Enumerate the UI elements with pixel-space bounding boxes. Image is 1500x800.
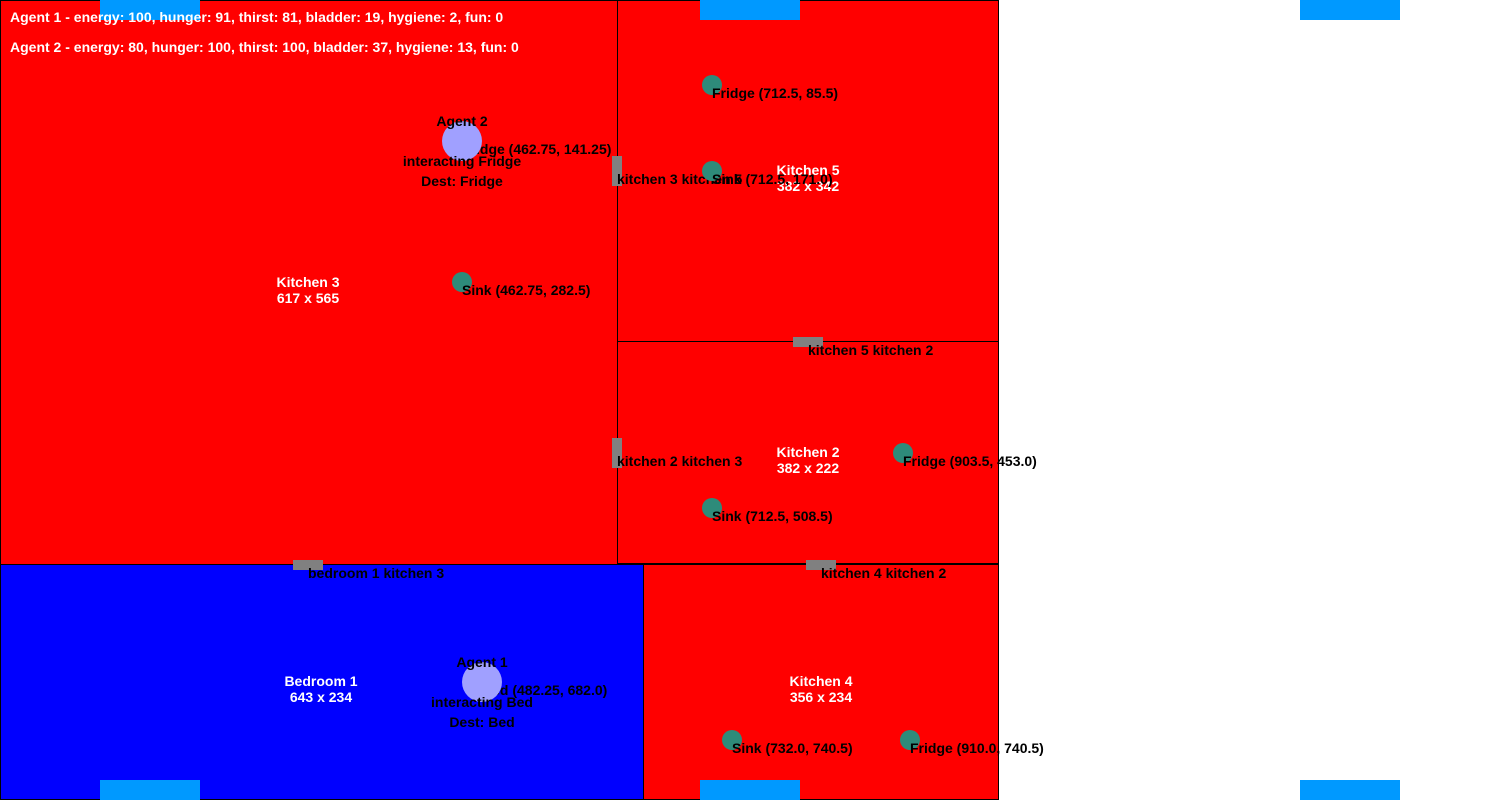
fridge-object[interactable] xyxy=(900,730,920,750)
window-marker xyxy=(1300,780,1400,800)
window-marker xyxy=(1300,0,1400,20)
object-label: Sink (712.5, 508.5) xyxy=(712,508,833,524)
room-size: 617 x 565 xyxy=(276,290,340,306)
object-label: Bed (482.25, 682.0) xyxy=(482,682,608,698)
fridge-object[interactable] xyxy=(893,443,913,463)
room-name: Bedroom 1 xyxy=(284,673,358,689)
agent-1-name: Agent 1 xyxy=(456,654,508,670)
room-name: Kitchen 5 xyxy=(776,162,840,178)
room-label-kitchen-2: Kitchen 2 382 x 222 xyxy=(776,444,839,476)
room-label-kitchen-3: Kitchen 3 617 x 565 xyxy=(276,274,339,306)
agent-1-destination: Dest: Bed xyxy=(449,714,515,730)
object-label: Fridge (712.5, 85.5) xyxy=(712,85,839,101)
sink-object[interactable] xyxy=(452,272,472,292)
room-name: Kitchen 2 xyxy=(776,444,840,460)
object-label: Sink (712.5, 171.0) xyxy=(712,171,833,187)
room-size: 382 x 222 xyxy=(776,460,840,476)
object-label: Fridge (903.5, 453.0) xyxy=(903,453,1037,469)
room-name: Kitchen 4 xyxy=(789,673,853,689)
window-marker xyxy=(700,780,800,800)
room-label-kitchen-4: Kitchen 4 356 x 234 xyxy=(789,673,852,705)
object-label: Fridge (910.0, 740.5) xyxy=(910,740,1044,756)
window-marker xyxy=(700,0,800,20)
door-label: kitchen 5 kitchen 2 xyxy=(808,342,934,358)
door-kitchen4-kitchen2[interactable] xyxy=(806,560,836,570)
sink-object[interactable] xyxy=(722,730,742,750)
agent-1-status: Agent 1 - energy: 100, hunger: 91, thirs… xyxy=(10,9,504,25)
agent-2-name: Agent 2 xyxy=(436,113,488,129)
room-name: Kitchen 3 xyxy=(276,274,340,290)
door-kitchen2-kitchen3[interactable] xyxy=(612,438,622,468)
door-label: bedroom 1 kitchen 3 xyxy=(308,565,445,581)
window-marker xyxy=(100,780,200,800)
agent-2-action: interacting Fridge xyxy=(402,153,522,169)
room-kitchen-4 xyxy=(643,564,999,800)
object-label: Fridge (462.75, 141.25) xyxy=(462,141,612,157)
object-label: Sink (732.0, 740.5) xyxy=(732,740,853,756)
room-kitchen-3 xyxy=(0,0,618,565)
agent-1-action: interacting Bed xyxy=(431,694,533,710)
door-bedroom1-kitchen3[interactable] xyxy=(293,560,323,570)
door-kitchen3-kitchen5[interactable] xyxy=(612,156,622,186)
room-kitchen-5 xyxy=(617,0,999,342)
object-label: Sink (462.75, 282.5) xyxy=(462,282,591,298)
sink-object[interactable] xyxy=(702,161,722,181)
room-label-kitchen-5: Kitchen 5 382 x 342 xyxy=(776,162,839,194)
window-marker xyxy=(100,0,200,20)
room-size: 382 x 342 xyxy=(776,178,840,194)
room-size: 356 x 234 xyxy=(789,689,853,705)
room-size: 643 x 234 xyxy=(289,689,353,705)
sink-object[interactable] xyxy=(702,498,722,518)
door-kitchen5-kitchen2[interactable] xyxy=(793,337,823,347)
agent-1-avatar[interactable] xyxy=(462,662,502,702)
agent-2-destination: Dest: Fridge xyxy=(421,173,503,189)
door-label: kitchen 4 kitchen 2 xyxy=(821,565,947,581)
room-label-bedroom-1: Bedroom 1 643 x 234 xyxy=(284,673,357,705)
room-bedroom-1 xyxy=(0,564,644,800)
fridge-object[interactable] xyxy=(702,75,722,95)
agent-2-status: Agent 2 - energy: 80, hunger: 100, thirs… xyxy=(10,39,519,55)
agent-2-avatar[interactable] xyxy=(442,121,482,161)
door-label: kitchen 2 kitchen 3 xyxy=(617,453,743,469)
